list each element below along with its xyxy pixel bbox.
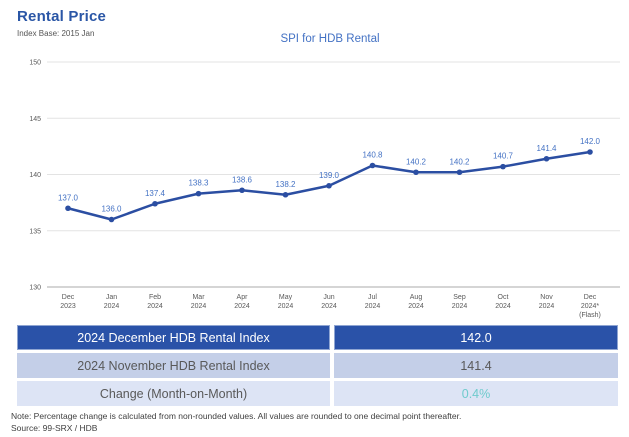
svg-text:2024: 2024 [539,303,555,310]
svg-text:2024: 2024 [278,303,294,310]
index-base-subtitle: Index Base: 2015 Jan [17,29,95,38]
svg-text:140.2: 140.2 [406,157,427,166]
svg-text:140.2: 140.2 [449,157,470,166]
svg-text:140.8: 140.8 [362,151,383,160]
svg-text:150: 150 [29,60,41,67]
svg-text:138.2: 138.2 [275,180,296,189]
svg-text:Feb: Feb [149,294,161,301]
svg-text:138.3: 138.3 [188,179,209,188]
svg-text:138.6: 138.6 [232,175,253,184]
svg-text:140.7: 140.7 [493,152,514,161]
summary-table: 2024 December HDB Rental Index 142.0 202… [17,325,618,406]
svg-text:135: 135 [29,228,41,235]
svg-text:2023: 2023 [60,303,76,310]
svg-text:(Flash): (Flash) [579,312,601,319]
row-value-december-index: 142.0 [334,325,618,350]
svg-text:2024*: 2024* [581,303,600,310]
table-row: Change (Month-on-Month) 0.4% [17,381,618,406]
svg-text:2024: 2024 [147,303,163,310]
svg-text:Aug: Aug [410,294,423,301]
svg-text:2024: 2024 [234,303,250,310]
svg-text:2024: 2024 [191,303,207,310]
svg-text:136.0: 136.0 [101,205,122,214]
row-value-november-index: 141.4 [334,353,618,378]
svg-text:Oct: Oct [498,294,509,301]
svg-text:Jan: Jan [106,294,117,301]
rental-line-chart: 150 145 140 135 130 Dec 2023 Jan 2024 Feb 2024 Mar 2… [29,60,620,319]
svg-text:Mar: Mar [192,294,205,301]
svg-text:140: 140 [29,172,41,179]
svg-text:142.0: 142.0 [580,137,601,146]
svg-text:2024: 2024 [408,303,424,310]
svg-text:Nov: Nov [540,294,553,301]
svg-text:2024: 2024 [321,303,337,310]
svg-text:139.0: 139.0 [319,171,340,180]
table-row: 2024 December HDB Rental Index 142.0 [17,325,618,350]
svg-text:2024: 2024 [495,303,511,310]
svg-text:130: 130 [29,285,41,292]
page-title: Rental Price [17,8,107,25]
svg-text:2024: 2024 [365,303,381,310]
svg-text:145: 145 [29,116,41,123]
svg-text:Dec: Dec [62,294,75,301]
svg-text:2024: 2024 [104,303,120,310]
chart-title: SPI for HDB Rental [280,33,380,45]
svg-text:Sep: Sep [453,294,466,301]
row-value-change-mom: 0.4% [334,381,618,406]
svg-text:137.0: 137.0 [58,193,79,202]
table-row: 2024 November HDB Rental Index 141.4 [17,353,618,378]
svg-text:137.4: 137.4 [145,189,166,198]
footnote: Note: Percentage change is calculated fr… [11,411,462,421]
svg-text:2024: 2024 [452,303,468,310]
svg-text:Apr: Apr [237,294,249,301]
row-label-december-index: 2024 December HDB Rental Index [17,325,330,350]
svg-text:Jul: Jul [368,294,377,301]
row-label-change-mom: Change (Month-on-Month) [17,381,330,406]
svg-text:May: May [279,294,293,301]
source-attribution: Source: 99-SRX / HDB [11,423,98,433]
svg-text:141.4: 141.4 [536,144,557,153]
svg-text:Dec: Dec [584,294,597,301]
svg-text:Jun: Jun [323,294,334,301]
row-label-november-index: 2024 November HDB Rental Index [17,353,330,378]
